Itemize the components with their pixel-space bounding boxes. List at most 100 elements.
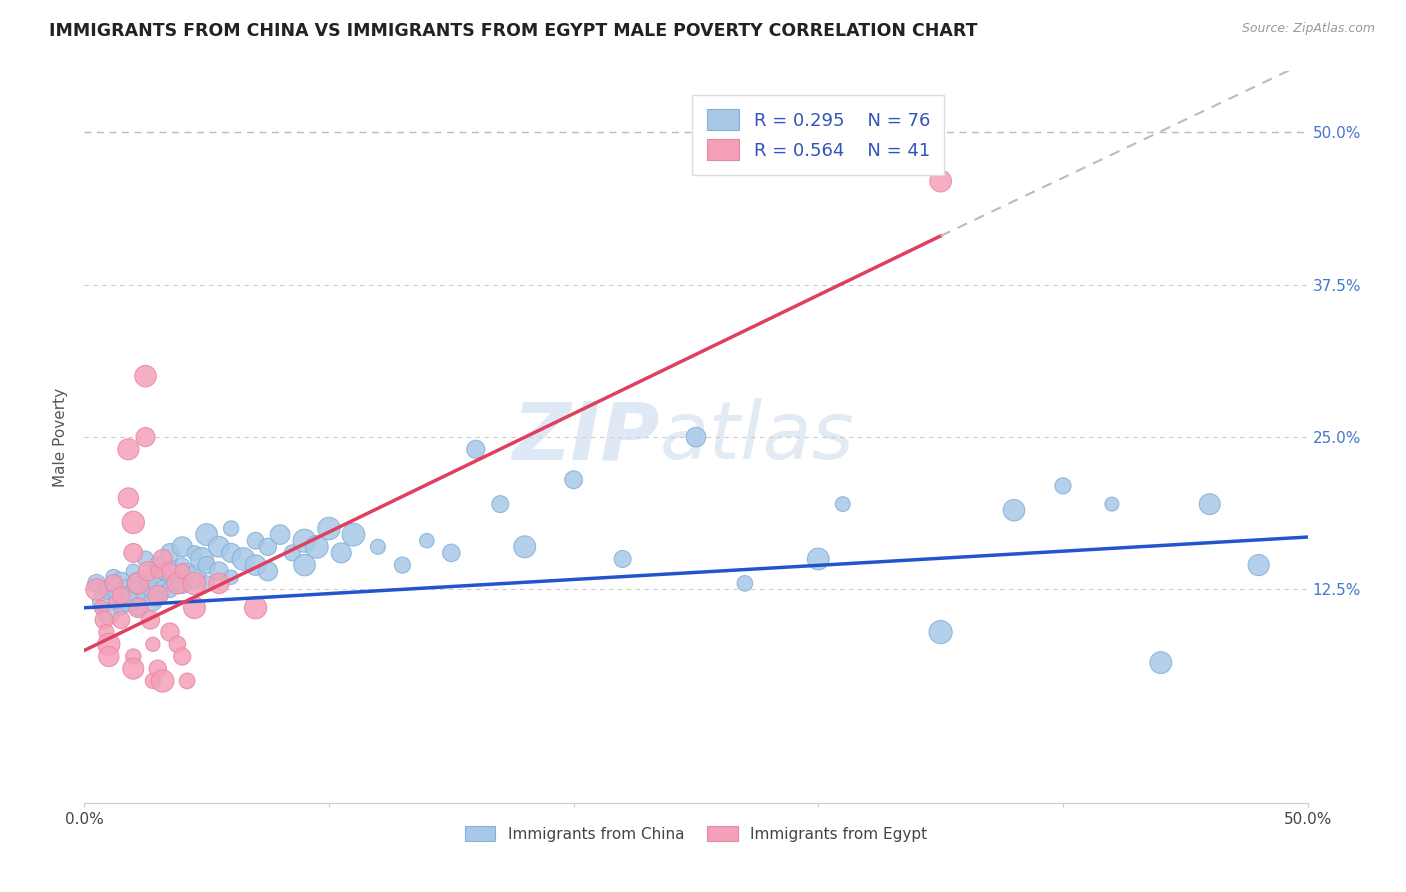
Point	[195, 558, 218, 573]
Point	[103, 576, 125, 591]
Point	[367, 540, 389, 554]
Text: ZIP: ZIP	[512, 398, 659, 476]
Point	[294, 533, 316, 548]
Point	[172, 576, 194, 591]
Point	[146, 558, 169, 573]
Point	[110, 576, 132, 591]
Point	[318, 521, 340, 535]
Point	[142, 673, 165, 688]
Point	[127, 576, 149, 591]
Point	[330, 546, 353, 560]
Point	[172, 564, 194, 578]
Point	[105, 589, 128, 603]
Point	[183, 546, 205, 560]
Point	[117, 442, 139, 457]
Point	[176, 564, 198, 578]
Point	[122, 662, 145, 676]
Point	[416, 533, 439, 548]
Point	[97, 649, 120, 664]
Point	[219, 546, 242, 560]
Point	[391, 558, 413, 573]
Point	[136, 564, 159, 578]
Point	[1247, 558, 1270, 573]
Point	[172, 558, 194, 573]
Point	[122, 564, 145, 578]
Point	[117, 491, 139, 505]
Point	[96, 625, 118, 640]
Point	[734, 576, 756, 591]
Point	[929, 174, 952, 188]
Point	[122, 649, 145, 664]
Point	[93, 613, 115, 627]
Point	[127, 600, 149, 615]
Point	[685, 430, 707, 444]
Point	[135, 369, 157, 384]
Point	[831, 497, 853, 511]
Point	[159, 625, 181, 640]
Point	[440, 546, 463, 560]
Point	[159, 564, 181, 578]
Point	[142, 637, 165, 651]
Point	[208, 576, 231, 591]
Point	[245, 533, 267, 548]
Point	[1150, 656, 1173, 670]
Point	[172, 540, 194, 554]
Point	[208, 564, 231, 578]
Point	[117, 582, 139, 597]
Point	[257, 540, 280, 554]
Point	[183, 570, 205, 584]
Legend: Immigrants from China, Immigrants from Egypt: Immigrants from China, Immigrants from E…	[458, 820, 934, 847]
Point	[110, 589, 132, 603]
Point	[807, 552, 830, 566]
Point	[146, 564, 169, 578]
Point	[117, 594, 139, 608]
Point	[513, 540, 536, 554]
Point	[122, 589, 145, 603]
Point	[166, 637, 188, 651]
Point	[195, 527, 218, 541]
Point	[86, 576, 108, 591]
Point	[135, 570, 157, 584]
Point	[489, 497, 512, 511]
Point	[127, 576, 149, 591]
Point	[166, 576, 188, 591]
Point	[183, 600, 205, 615]
Point	[183, 576, 205, 591]
Point	[122, 546, 145, 560]
Point	[159, 546, 181, 560]
Point	[294, 558, 316, 573]
Point	[93, 594, 115, 608]
Point	[146, 576, 169, 591]
Point	[1052, 479, 1074, 493]
Point	[103, 570, 125, 584]
Point	[142, 594, 165, 608]
Point	[97, 637, 120, 651]
Point	[135, 589, 157, 603]
Point	[281, 546, 304, 560]
Point	[342, 527, 364, 541]
Point	[152, 673, 174, 688]
Point	[232, 552, 254, 566]
Point	[122, 516, 145, 530]
Point	[1198, 497, 1220, 511]
Text: atlas: atlas	[659, 398, 853, 476]
Point	[110, 600, 132, 615]
Point	[219, 521, 242, 535]
Point	[86, 582, 108, 597]
Point	[464, 442, 486, 457]
Point	[152, 564, 174, 578]
Point	[257, 564, 280, 578]
Point	[97, 582, 120, 597]
Point	[562, 473, 585, 487]
Point	[929, 625, 952, 640]
Point	[127, 600, 149, 615]
Point	[166, 576, 188, 591]
Point	[245, 600, 267, 615]
Point	[146, 589, 169, 603]
Point	[208, 540, 231, 554]
Point	[305, 540, 328, 554]
Point	[146, 591, 169, 605]
Point	[176, 673, 198, 688]
Text: IMMIGRANTS FROM CHINA VS IMMIGRANTS FROM EGYPT MALE POVERTY CORRELATION CHART: IMMIGRANTS FROM CHINA VS IMMIGRANTS FROM…	[49, 22, 977, 40]
Point	[146, 662, 169, 676]
